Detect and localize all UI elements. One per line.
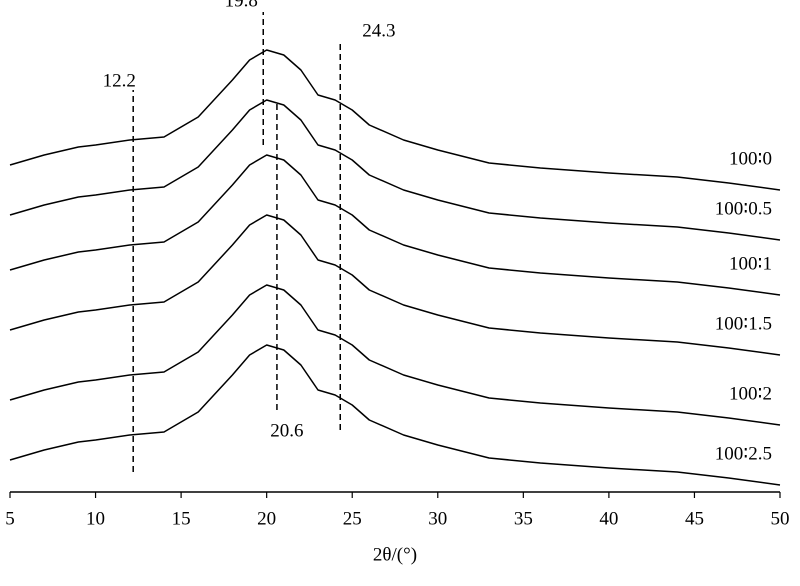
series-label: 100∶2.5 xyxy=(715,443,772,464)
xrd-curve xyxy=(9,214,781,356)
peak-label: 20.6 xyxy=(270,420,303,441)
xrd-curve xyxy=(9,154,781,296)
x-axis-label: 2θ/(°) xyxy=(373,544,417,565)
x-tick-label: 15 xyxy=(172,508,191,529)
series-label: 100∶1 xyxy=(729,253,772,274)
x-tick-label: 25 xyxy=(343,508,362,529)
series-label: 100∶0 xyxy=(729,148,772,169)
x-tick-label: 45 xyxy=(685,508,704,529)
x-tick-label: 35 xyxy=(514,508,533,529)
x-tick-label: 40 xyxy=(599,508,618,529)
series-label: 100∶0.5 xyxy=(715,198,772,219)
x-tick-label: 10 xyxy=(86,508,105,529)
xrd-curve xyxy=(9,99,781,241)
peak-label: 19.8 xyxy=(225,0,258,11)
xrd-curve xyxy=(9,344,781,486)
series-label: 100∶1.5 xyxy=(715,313,772,334)
peak-label: 12.2 xyxy=(103,70,136,91)
x-tick-label: 5 xyxy=(5,508,15,529)
x-tick-label: 50 xyxy=(771,508,790,529)
xrd-curve xyxy=(9,49,781,191)
x-tick-label: 30 xyxy=(428,508,447,529)
peak-label: 24.3 xyxy=(362,20,395,41)
x-tick-label: 20 xyxy=(257,508,276,529)
xrd-curve xyxy=(9,284,781,426)
series-label: 100∶2 xyxy=(729,383,772,404)
